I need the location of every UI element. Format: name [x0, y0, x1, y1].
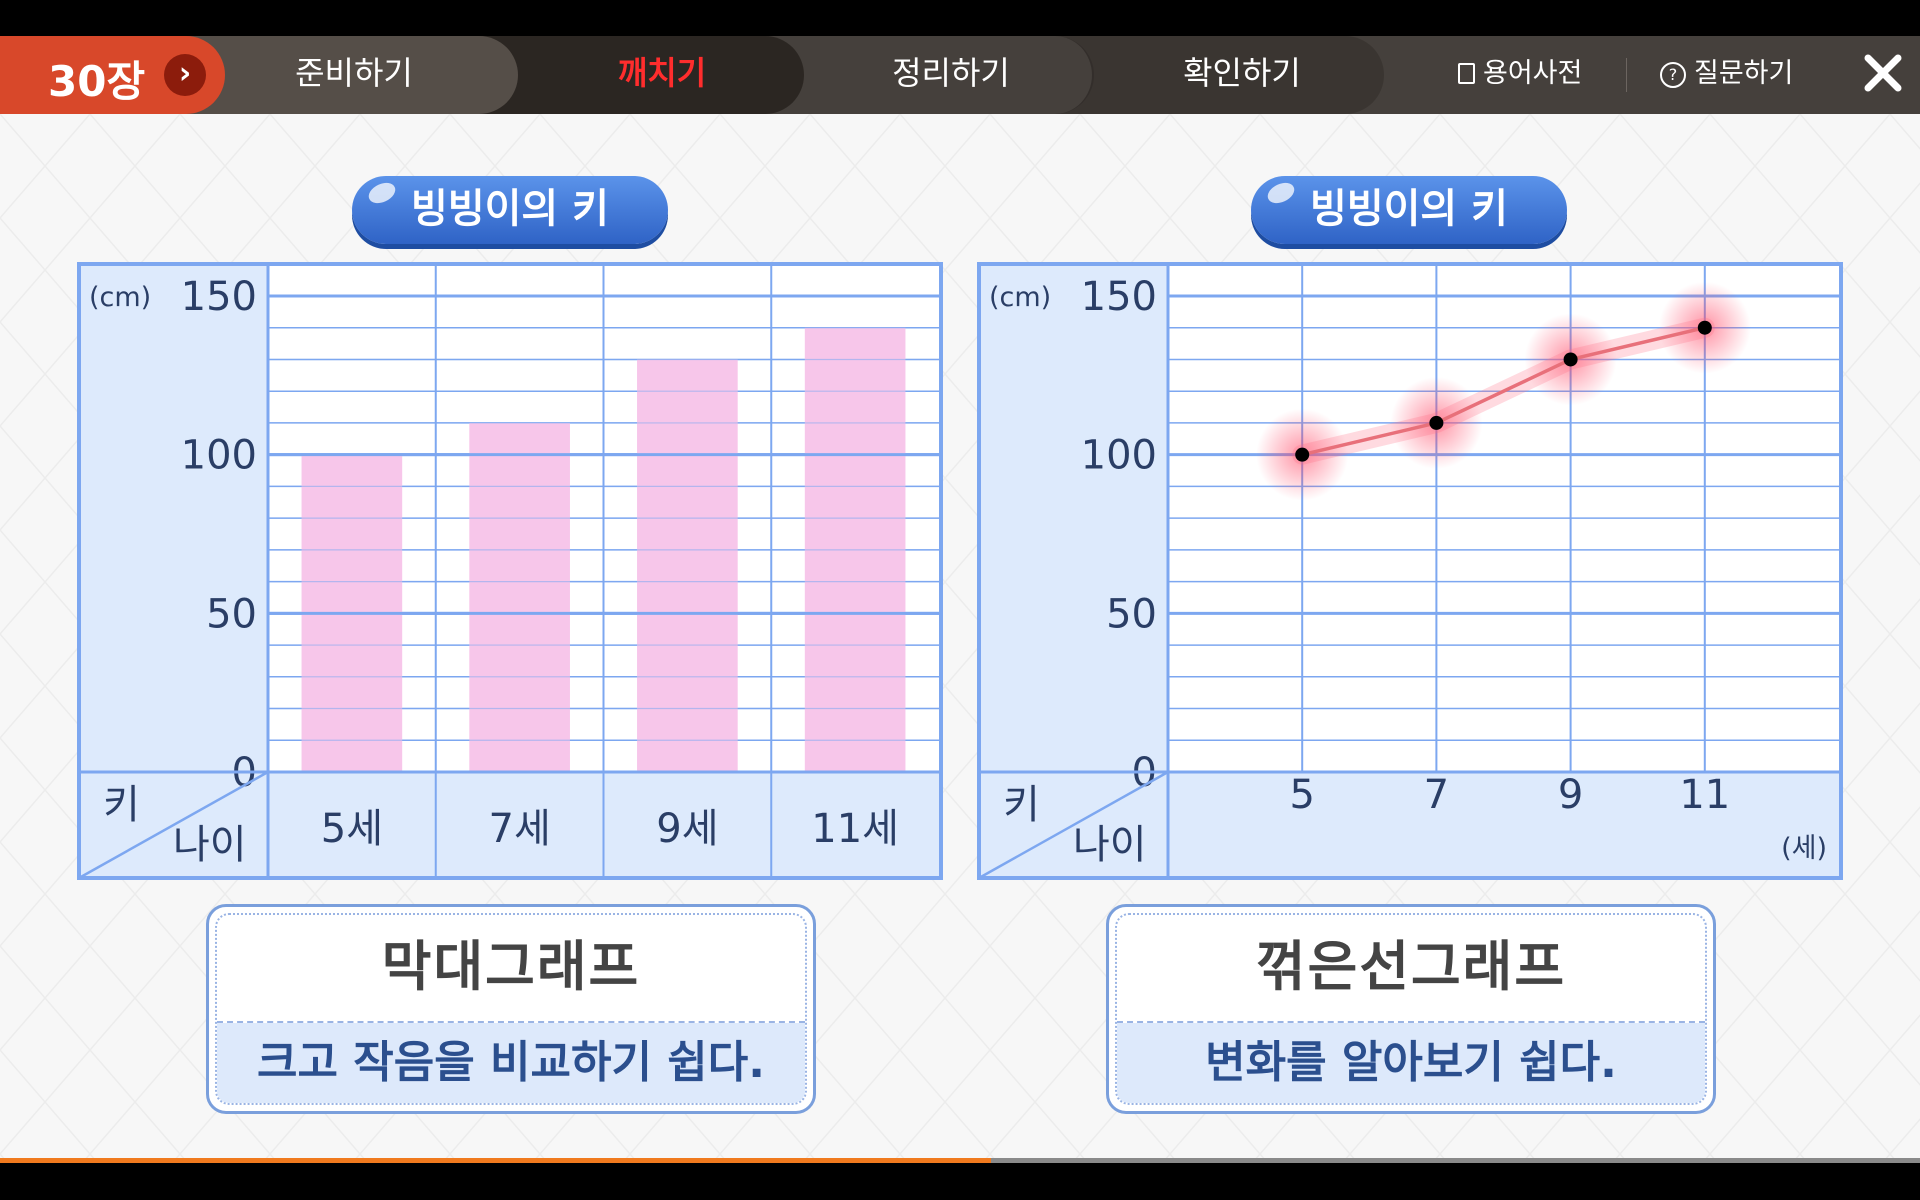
data-point [1697, 320, 1712, 335]
question-icon: ? [1660, 62, 1686, 88]
chart-border [977, 262, 1843, 880]
tab-check[interactable]: 확인하기 [1050, 36, 1384, 114]
chart-title: 빙빙이의 키 [1310, 186, 1508, 232]
y-unit-label: (cm) [989, 282, 1051, 313]
y-tick-label: 100 [1081, 433, 1157, 479]
line-graph-card: 꺾은선그래프 변화를 알아보기 쉽다. [1106, 904, 1716, 1114]
card-subtitle: 변화를 알아보기 쉽다. [1117, 1023, 1705, 1103]
y-tick-label: 150 [1081, 274, 1157, 320]
tab-label: 깨치기 [617, 54, 707, 92]
top-black-bar [0, 0, 1920, 36]
data-point [1563, 352, 1578, 367]
question-button[interactable]: ? 질문하기 [1660, 36, 1793, 114]
tab-label: 정리하기 [892, 54, 1010, 92]
x-tick-label: 7세 [489, 806, 551, 852]
x-axis-panel [979, 772, 1841, 878]
x-tick-label: 9 [1558, 772, 1583, 818]
x-axis-panel [79, 772, 941, 878]
chart-title: 빙빙이의 키 [411, 186, 609, 232]
y-axis-panel [979, 264, 1168, 772]
corner-label-y: 키 [103, 782, 140, 828]
corner-diagonal [78, 770, 269, 880]
chart-border [77, 262, 943, 880]
tab-learn[interactable]: 깨치기 [470, 36, 804, 114]
corner-diagonal [978, 770, 1169, 880]
corner-label-x: 나이 [173, 822, 247, 868]
x-tick-label: 5세 [321, 806, 383, 852]
card-subtitle: 크고 작음을 비교하기 쉽다. [217, 1023, 805, 1103]
bar-chart-title: 빙빙이의 키 [352, 176, 668, 244]
bar-graph-card: 막대그래프 크고 작음을 비교하기 쉽다. [206, 904, 816, 1114]
tab-label: 확인하기 [1183, 54, 1301, 92]
y-unit-label: (cm) [89, 282, 151, 313]
bar [469, 422, 570, 772]
close-icon[interactable] [1860, 50, 1906, 96]
tab-summary[interactable]: 정리하기 [760, 36, 1094, 114]
x-unit-label: (세) [1781, 833, 1827, 864]
bar [637, 359, 738, 772]
dictionary-label: 용어사전 [1483, 58, 1583, 89]
question-label: 질문하기 [1694, 58, 1794, 89]
divider [1626, 58, 1627, 92]
data-point [1295, 447, 1310, 462]
progress-bar [0, 1158, 991, 1163]
y-tick-label: 150 [181, 274, 257, 320]
x-tick-label: 11 [1679, 772, 1730, 818]
series-line [1301, 326, 1706, 457]
chapter-label: 30장 [48, 57, 146, 106]
x-tick-label: 9세 [656, 806, 718, 852]
chapter-menu[interactable]: 30장 › [0, 36, 225, 114]
y-axis-panel [79, 264, 268, 772]
y-tick-label: 50 [206, 591, 257, 637]
x-tick-label: 5 [1289, 772, 1314, 818]
card-title: 꺾은선그래프 [1255, 935, 1567, 998]
y-tick-label: 100 [181, 433, 257, 479]
document-icon [1458, 63, 1475, 84]
bottom-bar [0, 1160, 1920, 1200]
chevron-right-icon[interactable]: › [164, 54, 206, 96]
line-chart-title: 빙빙이의 키 [1251, 176, 1567, 244]
corner-label-y: 키 [1003, 782, 1040, 828]
x-tick-label: 7 [1424, 772, 1449, 818]
card-title: 막대그래프 [381, 935, 641, 998]
corner-label-x: 나이 [1073, 822, 1147, 868]
dictionary-button[interactable]: 용어사전 [1458, 36, 1582, 114]
tab-label: 준비하기 [295, 54, 413, 92]
data-point [1429, 415, 1444, 430]
y-tick-label: 50 [1106, 591, 1157, 637]
x-tick-label: 11세 [811, 806, 899, 852]
